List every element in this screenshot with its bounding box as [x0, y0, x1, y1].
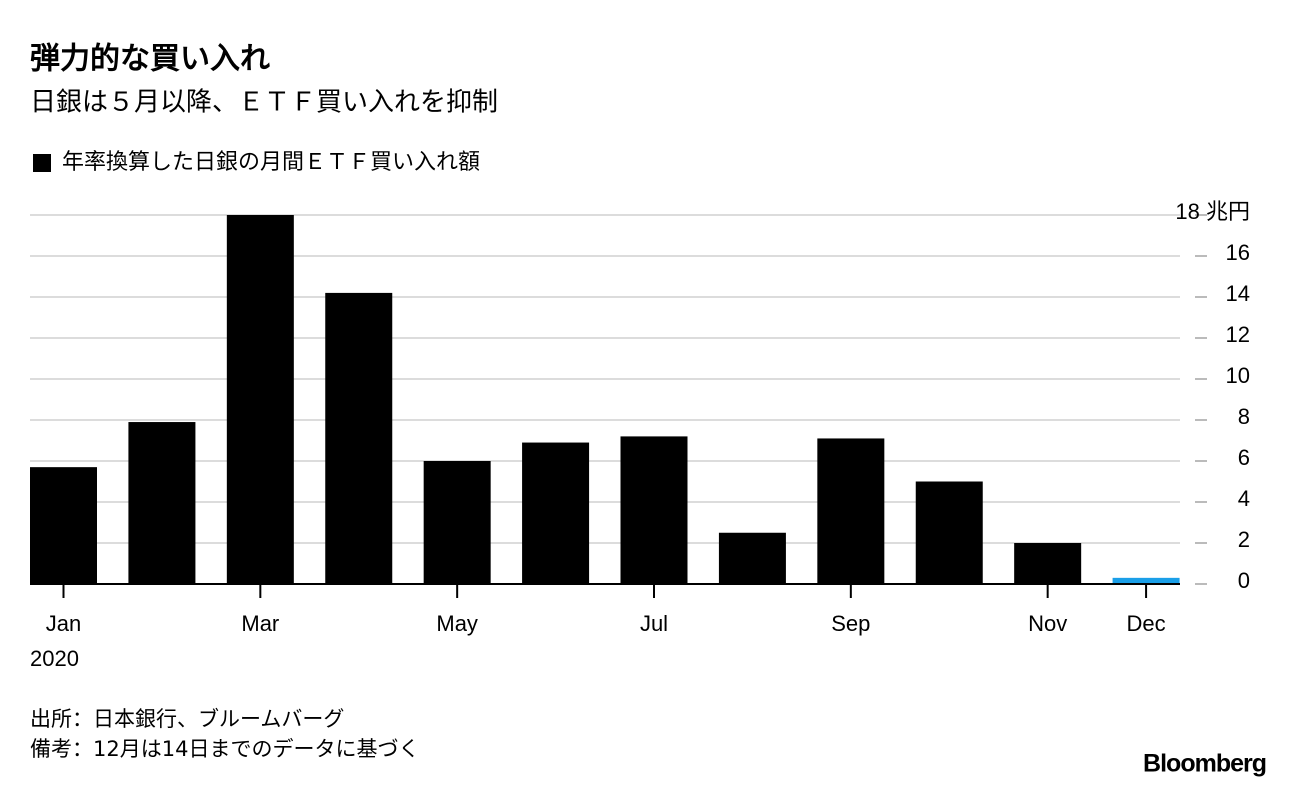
x-tick-label: Sep: [831, 611, 870, 636]
footnote: 備考：12月は14日までのデータに基づく: [30, 737, 419, 761]
y-tick-label: 12: [1226, 322, 1250, 347]
bar: [423, 461, 491, 584]
bar: [817, 438, 885, 584]
legend-swatch: [33, 154, 51, 172]
bar: [325, 292, 393, 584]
x-tick-label: Jan: [46, 611, 81, 636]
bar: [226, 215, 294, 584]
y-tick-label: 4: [1238, 486, 1250, 511]
bar: [1014, 543, 1082, 584]
bar: [30, 467, 97, 584]
y-tick-label: 14: [1226, 281, 1250, 306]
x-tick-label: Mar: [241, 611, 279, 636]
y-tick-label: 2: [1238, 527, 1250, 552]
bar: [620, 436, 688, 584]
y-tick-label: 0: [1238, 568, 1250, 593]
y-tick-label: 6: [1238, 445, 1250, 470]
y-tick-label: 10: [1226, 363, 1250, 388]
bar: [1112, 577, 1180, 584]
year-label: 2020: [30, 646, 79, 671]
source-note: 出所：日本銀行、ブルームバーグ: [30, 707, 344, 731]
y-tick-label: 8: [1238, 404, 1250, 429]
bar: [128, 422, 196, 584]
chart-subtitle: 日銀は５月以降、ＥＴＦ買い入れを抑制: [30, 88, 498, 118]
legend-label: 年率換算した日銀の月間ＥＴＦ買い入れ額: [62, 150, 480, 175]
bar: [718, 532, 786, 584]
chart-title: 弾力的な買い入れ: [30, 42, 270, 77]
x-tick-label: Nov: [1028, 611, 1067, 636]
x-tick-label: Jul: [640, 611, 668, 636]
x-tick-label: Dec: [1127, 611, 1166, 636]
bar: [522, 442, 590, 584]
bar: [915, 481, 983, 584]
y-tick-label: 18 兆円: [1175, 199, 1250, 224]
x-tick-label: May: [436, 611, 478, 636]
y-tick-label: 16: [1226, 240, 1250, 265]
logo: Bloomberg: [1143, 750, 1266, 778]
